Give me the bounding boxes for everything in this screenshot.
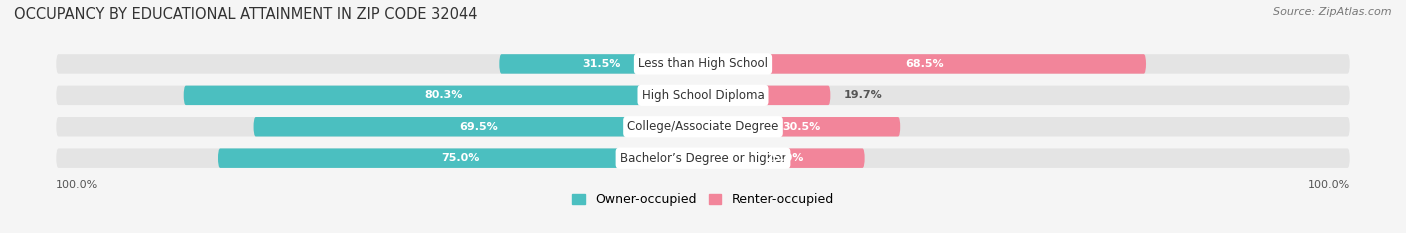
FancyBboxPatch shape [56, 86, 703, 105]
Text: 100.0%: 100.0% [1308, 180, 1350, 189]
FancyBboxPatch shape [703, 148, 865, 168]
FancyBboxPatch shape [499, 54, 703, 74]
FancyBboxPatch shape [703, 86, 1350, 105]
FancyBboxPatch shape [218, 148, 703, 168]
FancyBboxPatch shape [703, 54, 1350, 74]
Text: OCCUPANCY BY EDUCATIONAL ATTAINMENT IN ZIP CODE 32044: OCCUPANCY BY EDUCATIONAL ATTAINMENT IN Z… [14, 7, 478, 22]
FancyBboxPatch shape [253, 117, 703, 137]
Text: 68.5%: 68.5% [905, 59, 943, 69]
FancyBboxPatch shape [56, 117, 703, 137]
FancyBboxPatch shape [703, 117, 900, 137]
Text: 30.5%: 30.5% [783, 122, 821, 132]
Text: 80.3%: 80.3% [425, 90, 463, 100]
Text: 31.5%: 31.5% [582, 59, 620, 69]
Text: 100.0%: 100.0% [56, 180, 98, 189]
Text: Source: ZipAtlas.com: Source: ZipAtlas.com [1274, 7, 1392, 17]
Text: 75.0%: 75.0% [441, 153, 479, 163]
Legend: Owner-occupied, Renter-occupied: Owner-occupied, Renter-occupied [572, 193, 834, 206]
FancyBboxPatch shape [56, 54, 703, 74]
FancyBboxPatch shape [703, 86, 831, 105]
FancyBboxPatch shape [703, 148, 1350, 168]
FancyBboxPatch shape [56, 148, 703, 168]
FancyBboxPatch shape [703, 117, 1350, 137]
FancyBboxPatch shape [184, 86, 703, 105]
Text: Less than High School: Less than High School [638, 57, 768, 70]
FancyBboxPatch shape [703, 54, 1146, 74]
Text: 19.7%: 19.7% [844, 90, 882, 100]
Text: Bachelor’s Degree or higher: Bachelor’s Degree or higher [620, 152, 786, 165]
Text: 25.0%: 25.0% [765, 153, 803, 163]
Text: College/Associate Degree: College/Associate Degree [627, 120, 779, 133]
Text: High School Diploma: High School Diploma [641, 89, 765, 102]
Text: 69.5%: 69.5% [458, 122, 498, 132]
